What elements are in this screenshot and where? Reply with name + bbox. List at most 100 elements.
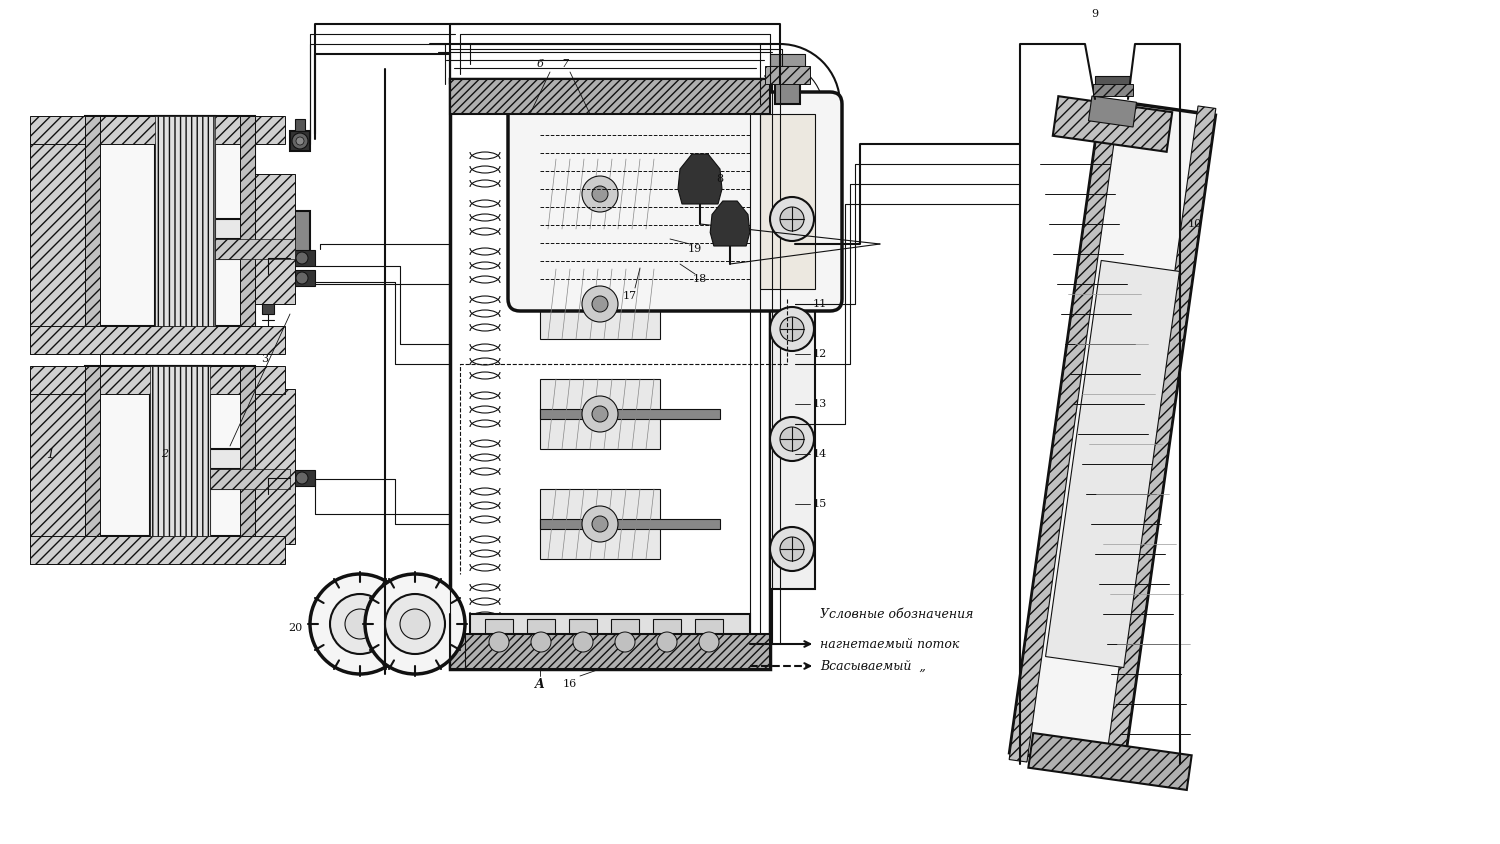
Circle shape: [582, 396, 618, 432]
Bar: [255, 204, 290, 274]
Bar: [540, 299, 720, 309]
Polygon shape: [678, 154, 722, 204]
Bar: [540, 519, 720, 529]
Bar: [610, 619, 639, 664]
Bar: [86, 366, 255, 536]
Bar: [150, 366, 210, 536]
Text: 16: 16: [562, 679, 578, 689]
Polygon shape: [1053, 96, 1172, 152]
Circle shape: [615, 632, 634, 652]
Bar: [776, 74, 800, 104]
FancyBboxPatch shape: [509, 92, 842, 311]
Circle shape: [770, 527, 814, 571]
Bar: [290, 131, 310, 151]
Circle shape: [296, 252, 307, 264]
Circle shape: [330, 594, 390, 654]
Bar: [770, 109, 814, 589]
Circle shape: [582, 286, 618, 322]
Circle shape: [364, 574, 465, 674]
Bar: [450, 634, 770, 669]
Bar: [1095, 76, 1130, 94]
Circle shape: [780, 427, 804, 451]
Bar: [285, 226, 292, 236]
Bar: [290, 250, 315, 266]
Bar: [154, 116, 214, 326]
Bar: [450, 79, 770, 669]
Bar: [540, 159, 660, 229]
Polygon shape: [1106, 106, 1216, 762]
Text: Всасываемый  „: Всасываемый „: [821, 659, 926, 673]
Bar: [540, 269, 660, 339]
Polygon shape: [1089, 96, 1137, 127]
Text: 13: 13: [813, 399, 826, 409]
Text: 6: 6: [537, 59, 543, 69]
Circle shape: [582, 176, 618, 212]
Text: 20: 20: [288, 623, 302, 633]
Text: Условные обозначения: Условные обозначения: [821, 608, 974, 620]
Circle shape: [592, 406, 608, 422]
Circle shape: [296, 472, 307, 484]
Text: 18: 18: [693, 274, 706, 284]
Text: 12: 12: [813, 349, 826, 359]
Bar: [255, 389, 296, 544]
Circle shape: [592, 186, 608, 202]
Bar: [540, 379, 660, 449]
Text: нагнетаемый поток: нагнетаемый поток: [821, 637, 960, 651]
Bar: [150, 366, 210, 536]
Text: 3: 3: [261, 354, 268, 364]
Bar: [285, 244, 292, 254]
Bar: [652, 619, 681, 664]
Circle shape: [489, 632, 508, 652]
Bar: [296, 119, 304, 131]
Circle shape: [699, 632, 718, 652]
Bar: [86, 366, 100, 536]
Polygon shape: [1029, 733, 1191, 790]
Bar: [568, 619, 597, 664]
Bar: [30, 134, 86, 354]
Bar: [770, 54, 806, 66]
Bar: [255, 174, 296, 304]
Circle shape: [657, 632, 676, 652]
Text: A: A: [536, 678, 544, 690]
Bar: [210, 469, 290, 489]
Circle shape: [345, 609, 375, 639]
Bar: [86, 116, 100, 326]
Circle shape: [573, 632, 592, 652]
Text: 9: 9: [1092, 9, 1098, 19]
Bar: [214, 239, 296, 259]
Text: 2: 2: [162, 449, 168, 459]
Circle shape: [780, 537, 804, 561]
Text: 7: 7: [561, 59, 568, 69]
Polygon shape: [1046, 261, 1179, 668]
Circle shape: [582, 506, 618, 542]
Bar: [30, 366, 285, 394]
Bar: [210, 449, 290, 469]
Circle shape: [770, 197, 814, 241]
Bar: [210, 469, 290, 489]
Circle shape: [531, 632, 550, 652]
Bar: [214, 239, 296, 259]
Bar: [450, 79, 770, 114]
Bar: [694, 619, 723, 664]
Text: 19: 19: [688, 244, 702, 254]
Circle shape: [780, 207, 804, 231]
Circle shape: [592, 516, 608, 532]
Circle shape: [770, 307, 814, 351]
Bar: [765, 66, 810, 84]
Bar: [540, 189, 720, 199]
Polygon shape: [710, 201, 750, 246]
Circle shape: [292, 133, 308, 149]
Bar: [1094, 84, 1132, 96]
Bar: [30, 116, 285, 144]
Text: 11: 11: [813, 299, 826, 309]
Circle shape: [296, 137, 304, 145]
Bar: [470, 614, 750, 669]
Bar: [255, 444, 290, 504]
Text: 1: 1: [46, 447, 54, 461]
Circle shape: [310, 574, 410, 674]
Bar: [154, 116, 214, 326]
Bar: [240, 366, 255, 536]
Bar: [240, 116, 255, 326]
Polygon shape: [1010, 100, 1215, 769]
Text: 10: 10: [1188, 219, 1202, 229]
